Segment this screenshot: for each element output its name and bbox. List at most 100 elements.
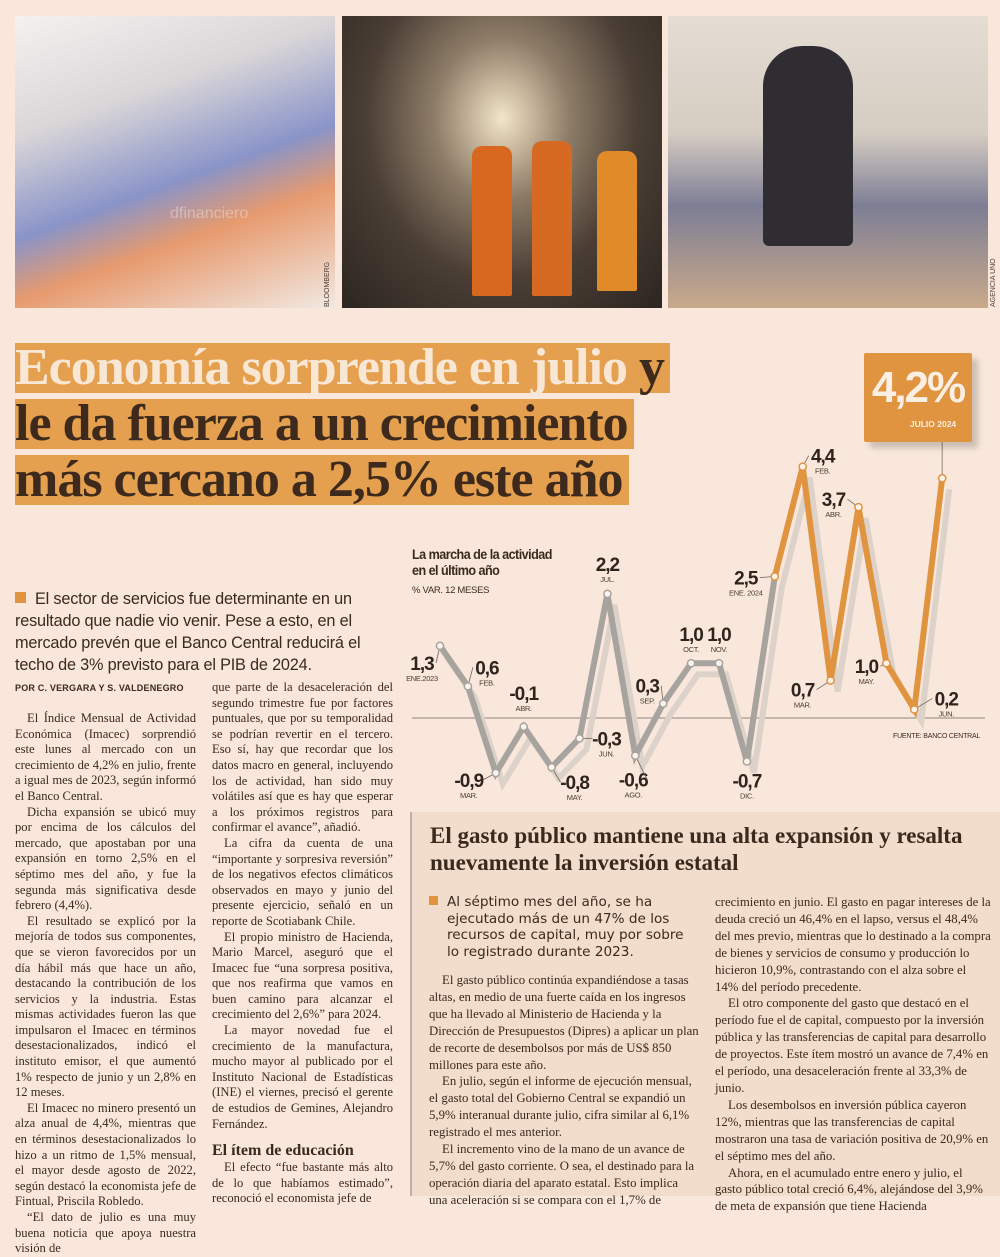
worker-figure bbox=[532, 141, 572, 296]
sidebar-box: El gasto público mantiene una alta expan… bbox=[410, 812, 1000, 1213]
article-column-1: El Índice Mensual de Actividad Económica… bbox=[15, 711, 196, 1257]
data-label: -0,9 bbox=[454, 771, 483, 792]
chart-title-line: La marcha de la actividad bbox=[412, 546, 552, 562]
month-label: DIC. bbox=[740, 791, 754, 800]
data-point bbox=[658, 699, 668, 709]
paragraph: El otro componente del gasto que destacó… bbox=[715, 996, 989, 1095]
chart-source: FUENTE: BANCO CENTRAL bbox=[893, 733, 981, 740]
paragraph: El gasto público continúa expandiéndose … bbox=[429, 973, 699, 1072]
month-label: FEB. bbox=[815, 467, 831, 476]
paragraph: La cifra da cuenta de una “importante y … bbox=[212, 835, 393, 928]
paragraph: El efecto “fue bastante más alto de lo q… bbox=[212, 1160, 393, 1206]
month-label: MAR. bbox=[460, 791, 478, 800]
data-label: 1,3 bbox=[410, 654, 434, 675]
headline-part-dark: y bbox=[626, 339, 665, 396]
data-point bbox=[826, 676, 835, 685]
headline-line-1: Economía sorprende en julio y bbox=[15, 342, 670, 394]
data-label: -0,8 bbox=[560, 773, 589, 794]
data-label: 0,7 bbox=[791, 681, 815, 702]
data-point bbox=[463, 681, 473, 691]
month-label: NOV. bbox=[711, 645, 728, 654]
paragraph: Ahora, en el acumulado entre enero y jul… bbox=[715, 1165, 983, 1214]
data-label: 3,7 bbox=[822, 490, 846, 511]
month-label: ABR. bbox=[516, 704, 533, 713]
month-label: SEP. bbox=[640, 697, 655, 706]
month-label: ENE. 2024 bbox=[729, 589, 763, 598]
bullet-square-icon bbox=[429, 896, 438, 905]
data-point bbox=[603, 589, 612, 599]
data-point bbox=[519, 722, 529, 732]
article-subhead: El ítem de educación bbox=[212, 1142, 354, 1160]
data-point bbox=[714, 658, 724, 668]
teacher-figure bbox=[763, 46, 853, 246]
data-point bbox=[882, 658, 891, 668]
paragraph: que parte de la desaceleración del segun… bbox=[212, 680, 393, 835]
paragraph: crecimiento en junio. El gasto en pagar … bbox=[715, 895, 991, 994]
chart-title: La marcha de la actividad en el último a… bbox=[412, 546, 552, 578]
data-label: 4,4 bbox=[811, 447, 836, 468]
paragraph: El Imacec no minero presentó un alza anu… bbox=[15, 1100, 196, 1209]
label-connector bbox=[634, 755, 648, 780]
byline: POR C. VERGARA Y S. VALDENEGRO bbox=[15, 683, 184, 693]
paragraph: El resultado se explicó por la mejoría d… bbox=[15, 913, 196, 1100]
highlight-value: 4,2% bbox=[871, 363, 966, 412]
headline-part-light: Economía sorprende en julio bbox=[15, 339, 628, 396]
data-point bbox=[854, 502, 863, 512]
sidebar-column-2: crecimiento en junio. El gasto en pagar … bbox=[715, 894, 992, 1215]
month-label: MAR. bbox=[794, 701, 812, 710]
data-label: -0,1 bbox=[509, 684, 539, 705]
photo-salmon-factory bbox=[15, 16, 335, 308]
data-label: 1,0 bbox=[679, 625, 703, 646]
data-label: -0,6 bbox=[619, 771, 648, 792]
data-point bbox=[686, 658, 696, 668]
article-summary: El sector de servicios fue determinante … bbox=[15, 588, 403, 676]
sidebar-column-1: Al séptimo mes del año, se ha ejecutado … bbox=[429, 894, 699, 1209]
highlight-box: 4,2% JULIO 2024 bbox=[864, 353, 972, 442]
bullet-square-icon bbox=[15, 592, 26, 603]
paragraph: El Índice Mensual de Actividad Económica… bbox=[15, 711, 196, 803]
data-point bbox=[937, 473, 947, 483]
worker-figure bbox=[597, 151, 637, 291]
data-label: 2,2 bbox=[596, 555, 620, 576]
month-label: JUN. bbox=[599, 749, 615, 758]
data-label: 2,5 bbox=[734, 569, 759, 590]
article-column-2: que parte de la desaceleración del segun… bbox=[212, 680, 393, 1207]
sidebar-summary: Al séptimo mes del año, se ha ejecutado … bbox=[429, 894, 699, 960]
highlight-label: JULIO 2024 bbox=[909, 419, 957, 429]
paragraph: La mayor novedad fue el crecimiento de l… bbox=[212, 1023, 393, 1131]
month-label: OCT. bbox=[683, 645, 699, 654]
data-label: 0,2 bbox=[935, 689, 959, 710]
headline-line-3: más cercano a 2,5% este año bbox=[15, 454, 629, 506]
summary-text: El sector de servicios fue determinante … bbox=[15, 590, 361, 674]
month-label: FEB. bbox=[479, 678, 495, 687]
chart-subtitle: % VAR. 12 MESES bbox=[412, 585, 490, 596]
photo-mine-workers bbox=[342, 16, 662, 308]
data-point bbox=[742, 757, 752, 766]
month-label: AGO. bbox=[625, 791, 643, 800]
data-label: 1,0 bbox=[855, 657, 879, 678]
paragraph: En julio, según el informe de ejecución … bbox=[429, 1074, 692, 1140]
month-label: ENE.2023 bbox=[406, 674, 438, 683]
paragraph: El incremento vino de la mano de un avan… bbox=[429, 1142, 695, 1207]
data-point bbox=[575, 733, 584, 743]
data-label: 0,6 bbox=[475, 658, 499, 679]
month-label: ABR. bbox=[825, 510, 842, 519]
data-point bbox=[547, 762, 556, 772]
month-label: MAY. bbox=[859, 677, 875, 686]
paragraph: Los desembolsos en inversión pública cay… bbox=[715, 1097, 989, 1163]
photo-watermark: dfinanciero bbox=[170, 205, 249, 222]
data-label: 0,3 bbox=[635, 677, 659, 698]
worker-figure bbox=[472, 146, 512, 296]
month-label: JUN. bbox=[939, 709, 955, 718]
sidebar-title: El gasto público mantiene una alta expan… bbox=[430, 823, 963, 875]
data-point bbox=[798, 462, 808, 472]
paragraph: El propio ministro de Hacienda, Mario Ma… bbox=[212, 929, 393, 1022]
data-point bbox=[491, 768, 501, 778]
month-label: JUL. bbox=[600, 575, 614, 584]
photo-classroom bbox=[668, 16, 988, 308]
headline-line-2: le da fuerza a un crecimiento bbox=[15, 398, 634, 450]
data-point bbox=[770, 572, 780, 581]
data-point bbox=[909, 705, 919, 714]
data-label: 1,0 bbox=[707, 625, 731, 646]
